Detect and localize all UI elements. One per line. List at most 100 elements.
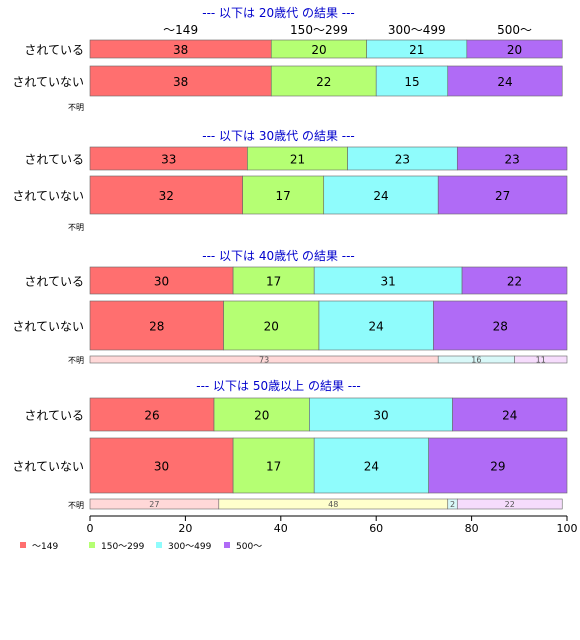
x-axis-tick-label: 0 xyxy=(87,522,94,535)
bar-value-label: 26 xyxy=(144,409,159,423)
bar-segment xyxy=(318,300,434,351)
bar-segment xyxy=(309,397,453,432)
legend-swatch xyxy=(89,542,95,548)
bar-segment xyxy=(89,65,272,97)
top-category-label: 300〜499 xyxy=(388,23,446,37)
bar-value-label: 38 xyxy=(173,43,188,57)
bar-value-label: 17 xyxy=(276,189,291,203)
row-label: されている xyxy=(24,153,84,167)
legend-swatch xyxy=(20,542,26,548)
bar-segment xyxy=(213,397,310,432)
bar-segment xyxy=(428,437,568,494)
bar-segment xyxy=(89,266,234,295)
bar-segment xyxy=(270,65,377,97)
bar-value-label: 30 xyxy=(373,409,388,423)
bar-value-label: 32 xyxy=(159,189,174,203)
bar-value-label: 30 xyxy=(154,460,169,474)
bar-value-label: 24 xyxy=(369,320,384,334)
bar-value-label: 27 xyxy=(495,189,510,203)
bar-segment xyxy=(456,146,568,171)
bar-segment xyxy=(466,39,563,59)
unknown-value-label: 48 xyxy=(328,500,338,509)
x-axis-tick-label: 100 xyxy=(557,522,578,535)
bar-value-label: 20 xyxy=(254,409,269,423)
x-axis-tick-label: 20 xyxy=(178,522,192,535)
bar-segment xyxy=(242,175,325,215)
top-category-label: 150〜299 xyxy=(290,23,348,37)
row-label: されていない xyxy=(12,460,84,474)
bar-value-label: 17 xyxy=(266,460,281,474)
unknown-row-label: 不明 xyxy=(68,223,84,232)
bar-segment xyxy=(452,397,568,432)
row-label: されている xyxy=(24,275,84,289)
x-axis-tick-label: 60 xyxy=(369,522,383,535)
bar-value-label: 31 xyxy=(380,275,395,289)
panel-title: --- 以下は 50歳以上 の結果 --- xyxy=(196,379,361,393)
x-axis-tick-label: 80 xyxy=(465,522,479,535)
panel-title: --- 以下は 30歳代 の結果 --- xyxy=(202,129,355,143)
row-label: されている xyxy=(24,409,84,423)
legend-item-label: 150〜299 xyxy=(101,542,145,552)
bar-value-label: 23 xyxy=(505,153,520,167)
bar-value-label: 28 xyxy=(493,320,508,334)
unknown-row-label: 不明 xyxy=(68,501,84,510)
bar-value-label: 23 xyxy=(395,153,410,167)
row-label: されていない xyxy=(12,189,84,203)
bar-segment xyxy=(313,266,463,295)
legend-swatch xyxy=(224,542,230,548)
top-category-label: 500〜 xyxy=(497,23,532,37)
bar-value-label: 24 xyxy=(364,460,379,474)
bar-value-label: 17 xyxy=(266,275,281,289)
bar-segment xyxy=(375,65,449,97)
bar-segment xyxy=(437,175,568,215)
bar-segment xyxy=(433,300,568,351)
bar-value-label: 15 xyxy=(404,75,419,89)
unknown-value-label: 27 xyxy=(149,500,159,509)
unknown-value-label: 11 xyxy=(536,356,546,365)
bar-segment xyxy=(313,437,429,494)
unknown-value-label: 2 xyxy=(450,500,455,509)
panel-title: --- 以下は 20歳代 の結果 --- xyxy=(202,6,355,20)
bar-segment xyxy=(447,65,563,97)
bar-segment xyxy=(89,300,224,351)
panel-title: --- 以下は 40歳代 の結果 --- xyxy=(202,249,355,263)
row-label: されている xyxy=(24,43,84,57)
bar-value-label: 38 xyxy=(173,75,188,89)
row-label: されていない xyxy=(12,320,84,334)
bar-value-label: 24 xyxy=(502,409,517,423)
unknown-row-label: 不明 xyxy=(68,356,84,365)
unknown-row-label: 不明 xyxy=(68,103,84,112)
legend-item-label: 500〜 xyxy=(236,542,262,552)
bar-value-label: 20 xyxy=(311,43,326,57)
bar-value-label: 24 xyxy=(373,189,388,203)
bar-segment xyxy=(223,300,320,351)
bar-segment xyxy=(323,175,439,215)
legend-item-label: 300〜499 xyxy=(168,542,212,552)
unknown-bar-segment xyxy=(456,498,563,510)
unknown-bar-segment xyxy=(514,355,568,364)
bar-value-label: 21 xyxy=(409,43,424,57)
bar-value-label: 28 xyxy=(149,320,164,334)
bar-value-label: 33 xyxy=(161,153,176,167)
legend-item-label: 〜149 xyxy=(32,542,58,552)
bar-value-label: 30 xyxy=(154,275,169,289)
bar-segment xyxy=(461,266,568,295)
legend-swatch xyxy=(156,542,162,548)
bar-value-label: 21 xyxy=(290,153,305,167)
x-axis-tick-label: 40 xyxy=(274,522,288,535)
bar-value-label: 22 xyxy=(316,75,331,89)
bar-value-label: 29 xyxy=(490,460,505,474)
bar-value-label: 20 xyxy=(264,320,279,334)
bar-value-label: 22 xyxy=(507,275,522,289)
bar-value-label: 20 xyxy=(507,43,522,57)
unknown-value-label: 73 xyxy=(259,356,269,365)
unknown-value-label: 22 xyxy=(505,500,515,509)
row-label: されていない xyxy=(12,75,84,89)
top-category-label: 〜149 xyxy=(163,23,198,37)
bar-segment xyxy=(232,266,315,295)
bar-segment xyxy=(89,397,215,432)
unknown-value-label: 16 xyxy=(471,356,481,365)
bar-value-label: 24 xyxy=(497,75,512,89)
